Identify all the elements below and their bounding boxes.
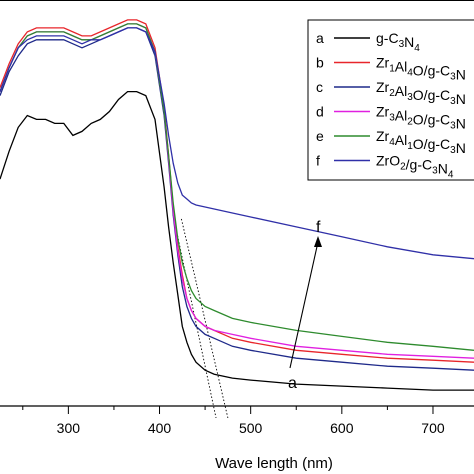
legend-key-b: b xyxy=(316,55,324,71)
legend-label-b: Zr1Al4O/g-C3N xyxy=(376,55,466,83)
legend-label-a: g-C3N4 xyxy=(376,30,420,54)
x-tick-label: 500 xyxy=(239,420,263,436)
legend-key-c: c xyxy=(316,79,323,95)
legend-key-d: d xyxy=(316,104,324,120)
x-tick-label: 300 xyxy=(57,420,81,436)
legend-key-e: e xyxy=(316,128,324,144)
legend-label-e: Zr4Al1O/g-C3N xyxy=(376,128,466,156)
legend: a g-C3N4 b Zr1Al4O/g-C3N c Zr2Al3O/g-C3N d Zr3A… xyxy=(307,19,474,181)
x-tick-label: 600 xyxy=(330,420,354,436)
legend-box xyxy=(307,19,474,181)
x-axis-label: Wave length (nm) xyxy=(215,455,333,472)
legend-key-f: f xyxy=(316,153,320,169)
tangent-line xyxy=(172,214,217,419)
legend-label-c: Zr2Al3O/g-C3N xyxy=(376,79,466,107)
legend-key-a: a xyxy=(316,30,324,46)
tangent-lines xyxy=(172,214,229,419)
legend-label-d: Zr3Al2O/g-C3N xyxy=(376,104,466,132)
tangent-line xyxy=(180,218,229,419)
x-tick-label: 400 xyxy=(148,420,172,436)
series-line-f xyxy=(0,27,474,260)
series-arrow-line xyxy=(289,241,319,369)
series-line-a xyxy=(0,90,474,391)
x-ticks: 300 400 500 600 700 xyxy=(22,406,445,436)
series-arrow-annotation: a f xyxy=(288,219,322,392)
series-arrow-head xyxy=(314,236,322,247)
legend-label-f: ZrO2/g-C3N4 xyxy=(376,153,454,181)
series-group xyxy=(0,19,474,391)
x-tick-label: 700 xyxy=(421,420,445,436)
arrow-start-label: a xyxy=(288,375,297,392)
series-line-b xyxy=(0,19,474,363)
arrow-end-label: f xyxy=(316,219,321,236)
